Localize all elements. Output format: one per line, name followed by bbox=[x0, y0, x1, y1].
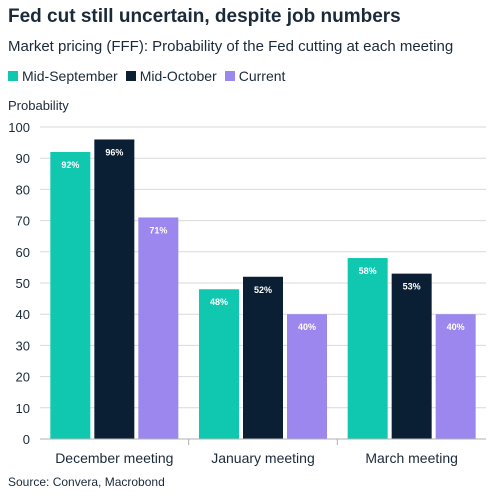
bar-2-0 bbox=[347, 258, 388, 439]
bar-label-1-1: 52% bbox=[254, 285, 272, 295]
legend-label-mid-october: Mid-October bbox=[139, 68, 217, 84]
y-tick-0: 0 bbox=[23, 432, 30, 447]
legend-item-mid-september: Mid-September bbox=[8, 68, 118, 84]
source-note: Source: Convera, Macrobond bbox=[8, 475, 165, 489]
bar-label-0-1: 96% bbox=[105, 147, 123, 157]
x-tick-1: January meeting bbox=[211, 450, 315, 466]
legend-item-mid-october: Mid-October bbox=[125, 68, 217, 84]
bar-1-1 bbox=[243, 276, 283, 439]
y-tick-30: 30 bbox=[16, 338, 30, 353]
legend-label-current: Current bbox=[238, 68, 286, 84]
y-tick-100: 100 bbox=[8, 120, 30, 135]
y-tick-50: 50 bbox=[16, 276, 30, 291]
y-tick-70: 70 bbox=[16, 214, 30, 229]
y-tick-10: 10 bbox=[16, 401, 30, 416]
bar-label-2-0: 58% bbox=[359, 266, 377, 276]
bar-label-1-0: 48% bbox=[210, 297, 228, 307]
bar-0-0 bbox=[50, 151, 91, 439]
bar-label-2-2: 40% bbox=[447, 322, 465, 332]
y-axis-label: Probability bbox=[8, 98, 69, 113]
y-tick-90: 90 bbox=[16, 151, 30, 166]
x-tick-labels: December meeting January meeting March mee… bbox=[55, 439, 458, 466]
y-tick-60: 60 bbox=[16, 245, 30, 260]
y-tick-80: 80 bbox=[16, 182, 30, 197]
bar-2-1 bbox=[391, 273, 432, 439]
legend-label-mid-september: Mid-September bbox=[22, 68, 118, 84]
bar-0-2 bbox=[138, 217, 179, 439]
legend-swatch-mid-september bbox=[8, 71, 18, 81]
bar-data-labels: 92% 96% 71% 48% 52% 40% 58% 53% 40% bbox=[61, 147, 464, 332]
legend-swatch-current bbox=[224, 71, 235, 81]
bar-label-0-2: 71% bbox=[149, 225, 167, 235]
bar-1-2 bbox=[287, 314, 327, 439]
x-tick-0: December meeting bbox=[55, 450, 173, 466]
chart-legend: Mid-September Mid-October Current bbox=[8, 68, 285, 84]
bar-label-1-2: 40% bbox=[298, 322, 316, 332]
legend-item-current: Current bbox=[224, 68, 286, 84]
legend-swatch-mid-october bbox=[125, 71, 136, 81]
bar-0-1 bbox=[94, 139, 135, 440]
y-tick-40: 40 bbox=[16, 307, 30, 322]
bar-2-2 bbox=[435, 314, 476, 439]
bar-label-0-0: 92% bbox=[61, 160, 79, 170]
x-tick-2: March meeting bbox=[365, 450, 458, 466]
chart-title: Fed cut still uncertain, despite job num… bbox=[8, 6, 401, 27]
bars bbox=[50, 139, 476, 440]
bar-1-0 bbox=[199, 289, 239, 439]
bar-label-2-1: 53% bbox=[403, 282, 421, 292]
y-tick-20: 20 bbox=[16, 370, 30, 385]
chart-subtitle: Market pricing (FFF): Probability of the… bbox=[8, 38, 454, 55]
y-tick-labels: 0 10 20 30 40 50 60 70 80 90 100 bbox=[8, 120, 30, 447]
